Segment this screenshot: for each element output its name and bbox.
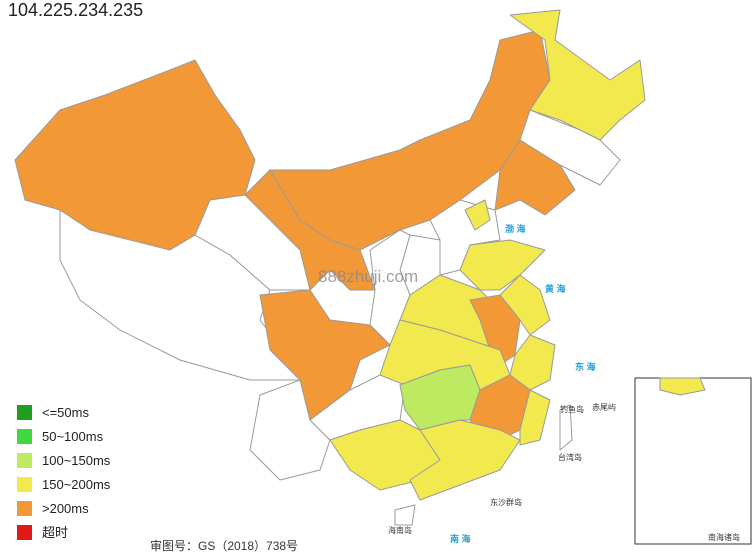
- legend-label: 超时: [42, 525, 68, 540]
- legend-swatch: [17, 501, 32, 516]
- legend-label: <=50ms: [42, 405, 89, 420]
- sea-label: 黄 海: [545, 283, 566, 294]
- sea-label: 渤 海: [505, 223, 526, 234]
- sea-label: 东 海: [575, 361, 596, 372]
- legend-label: >200ms: [42, 501, 89, 516]
- legend-swatch: [17, 453, 32, 468]
- shandong: [459, 239, 546, 291]
- island-label: 钓鱼岛: [560, 404, 584, 414]
- legend-swatch: [17, 429, 32, 444]
- island-label: 台湾岛: [558, 452, 582, 462]
- beijing: [464, 199, 491, 231]
- anhui: [469, 294, 521, 366]
- inner-mongolia: [269, 29, 551, 251]
- title: 104.225.234.235: [8, 0, 143, 20]
- sichuan: [259, 289, 391, 421]
- china-map: [14, 9, 646, 526]
- legend-swatch: [17, 525, 32, 540]
- legend-label: 150~200ms: [42, 477, 111, 492]
- hainan: [394, 504, 416, 526]
- watermark: 888zhuji.com: [318, 267, 418, 286]
- heilongjiang: [509, 9, 646, 141]
- guangdong: [409, 419, 521, 501]
- legend-label: 100~150ms: [42, 453, 111, 468]
- sea-label: 南 海: [450, 533, 471, 544]
- legend-swatch: [17, 405, 32, 420]
- south-sea-inset: 南海诸岛: [634, 377, 752, 545]
- legend-label: 50~100ms: [42, 429, 104, 444]
- island-label: 赤尾屿: [592, 403, 616, 412]
- island-label: 东沙群岛: [490, 497, 522, 507]
- island-label: 海南岛: [388, 525, 412, 535]
- taiwan: [559, 404, 573, 451]
- liaoning: [494, 139, 576, 216]
- fujian: [519, 389, 551, 446]
- legend-swatch: [17, 477, 32, 492]
- footer: 审图号：GS（2018）738号: [150, 538, 298, 553]
- inset-label: 南海诸岛: [708, 532, 740, 542]
- legend: <=50ms 50~100ms 100~150ms 150~200ms >200ms 超时: [17, 405, 111, 540]
- yunnan: [249, 379, 331, 481]
